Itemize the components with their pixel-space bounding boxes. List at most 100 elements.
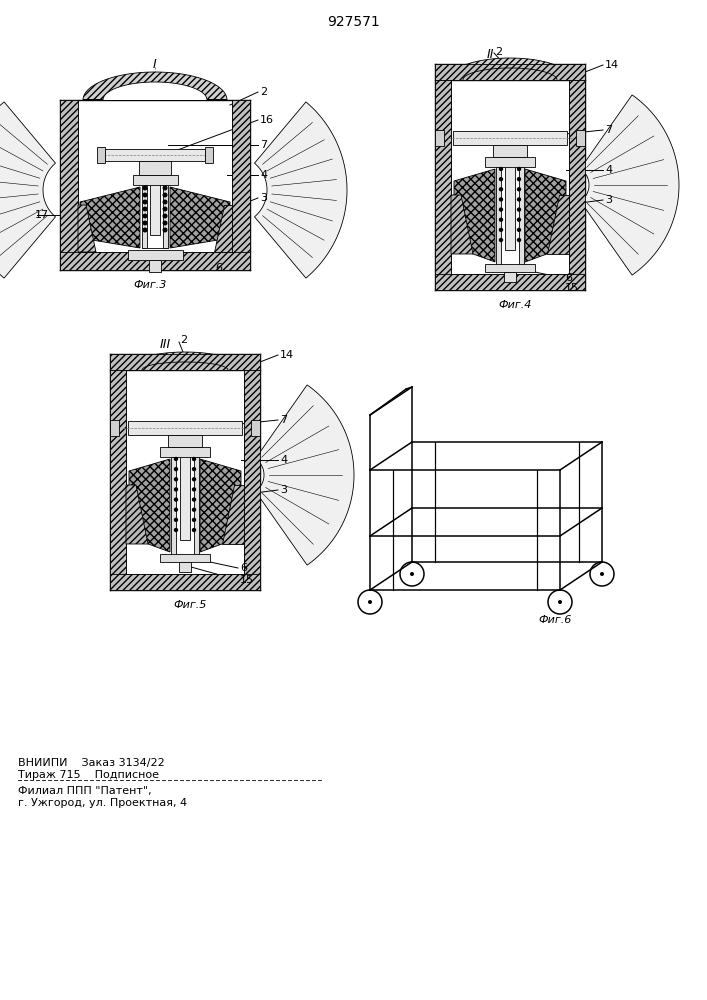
Circle shape — [600, 572, 604, 576]
Circle shape — [163, 186, 168, 190]
Circle shape — [174, 508, 178, 512]
Polygon shape — [232, 100, 250, 270]
Circle shape — [192, 477, 197, 481]
Polygon shape — [60, 252, 250, 270]
Text: 3: 3 — [280, 485, 287, 495]
Circle shape — [174, 457, 178, 461]
Circle shape — [174, 518, 178, 522]
Polygon shape — [129, 459, 170, 552]
Text: 7: 7 — [260, 140, 267, 150]
Polygon shape — [255, 102, 347, 278]
Polygon shape — [0, 102, 56, 278]
Text: Фиг.5: Фиг.5 — [173, 600, 206, 610]
Bar — [128, 421, 242, 435]
Polygon shape — [60, 100, 78, 270]
Polygon shape — [454, 169, 495, 262]
Text: 6: 6 — [565, 273, 572, 283]
Circle shape — [192, 508, 197, 512]
Polygon shape — [127, 352, 243, 370]
Bar — [493, 145, 527, 157]
Text: 6: 6 — [215, 263, 222, 273]
Text: 3: 3 — [605, 195, 612, 205]
Circle shape — [410, 572, 414, 576]
Circle shape — [558, 600, 562, 604]
Circle shape — [174, 467, 178, 471]
Text: 3: 3 — [260, 193, 267, 203]
Polygon shape — [244, 370, 260, 590]
Circle shape — [174, 528, 178, 532]
Circle shape — [499, 207, 503, 212]
Text: 2: 2 — [260, 87, 267, 97]
Polygon shape — [525, 169, 566, 262]
Text: 4: 4 — [260, 170, 267, 180]
Text: 7: 7 — [280, 415, 287, 425]
Polygon shape — [222, 485, 244, 544]
Polygon shape — [163, 185, 168, 248]
Circle shape — [499, 167, 503, 171]
Circle shape — [192, 518, 197, 522]
Bar — [149, 260, 161, 272]
Bar — [150, 161, 160, 235]
Circle shape — [192, 457, 197, 461]
Polygon shape — [110, 354, 260, 370]
Circle shape — [192, 497, 197, 502]
Circle shape — [499, 228, 503, 232]
Text: Филиал ППП "Патент",: Филиал ППП "Патент", — [18, 786, 151, 796]
Circle shape — [143, 221, 148, 226]
Bar — [205, 147, 213, 163]
Circle shape — [499, 187, 503, 191]
Circle shape — [192, 528, 197, 532]
Polygon shape — [448, 58, 572, 80]
Circle shape — [499, 238, 503, 242]
Text: 7: 7 — [605, 125, 612, 135]
Circle shape — [174, 497, 178, 502]
Circle shape — [517, 218, 521, 222]
Circle shape — [143, 214, 148, 219]
Text: 14: 14 — [605, 60, 619, 70]
Polygon shape — [569, 80, 585, 290]
Bar — [110, 420, 119, 436]
Circle shape — [517, 187, 521, 191]
Bar — [139, 161, 171, 175]
Circle shape — [174, 487, 178, 492]
Circle shape — [499, 197, 503, 202]
Text: 927571: 927571 — [327, 15, 380, 29]
Polygon shape — [110, 574, 260, 590]
Polygon shape — [255, 385, 354, 565]
Text: Фиг.4: Фиг.4 — [498, 300, 532, 310]
Polygon shape — [80, 187, 140, 248]
Polygon shape — [83, 72, 227, 100]
Circle shape — [163, 200, 168, 205]
Text: 4: 4 — [605, 165, 612, 175]
Circle shape — [368, 600, 372, 604]
Circle shape — [163, 192, 168, 198]
Text: г. Ужгород, ул. Проектная, 4: г. Ужгород, ул. Проектная, 4 — [18, 798, 187, 808]
Text: 2: 2 — [495, 47, 502, 57]
Text: 15: 15 — [565, 283, 579, 293]
Polygon shape — [214, 205, 232, 252]
Bar — [97, 147, 105, 163]
Polygon shape — [194, 457, 199, 555]
Circle shape — [517, 207, 521, 212]
Polygon shape — [519, 167, 524, 265]
Polygon shape — [170, 187, 230, 248]
Circle shape — [517, 177, 521, 181]
Text: 14: 14 — [280, 350, 294, 360]
Bar — [168, 435, 202, 447]
Text: 6: 6 — [240, 563, 247, 573]
Circle shape — [517, 197, 521, 202]
Text: 15: 15 — [240, 575, 254, 585]
Bar — [160, 554, 210, 562]
Text: Фиг.6: Фиг.6 — [538, 615, 572, 625]
Bar — [179, 562, 191, 572]
Circle shape — [143, 192, 148, 198]
Circle shape — [517, 228, 521, 232]
Circle shape — [517, 167, 521, 171]
Text: I: I — [153, 58, 157, 72]
Bar — [180, 435, 190, 540]
Bar — [576, 130, 585, 146]
Text: Фиг.3: Фиг.3 — [134, 280, 167, 290]
Text: Тираж 715    Подписное: Тираж 715 Подписное — [18, 770, 159, 780]
Bar — [105, 149, 205, 161]
Circle shape — [192, 487, 197, 492]
